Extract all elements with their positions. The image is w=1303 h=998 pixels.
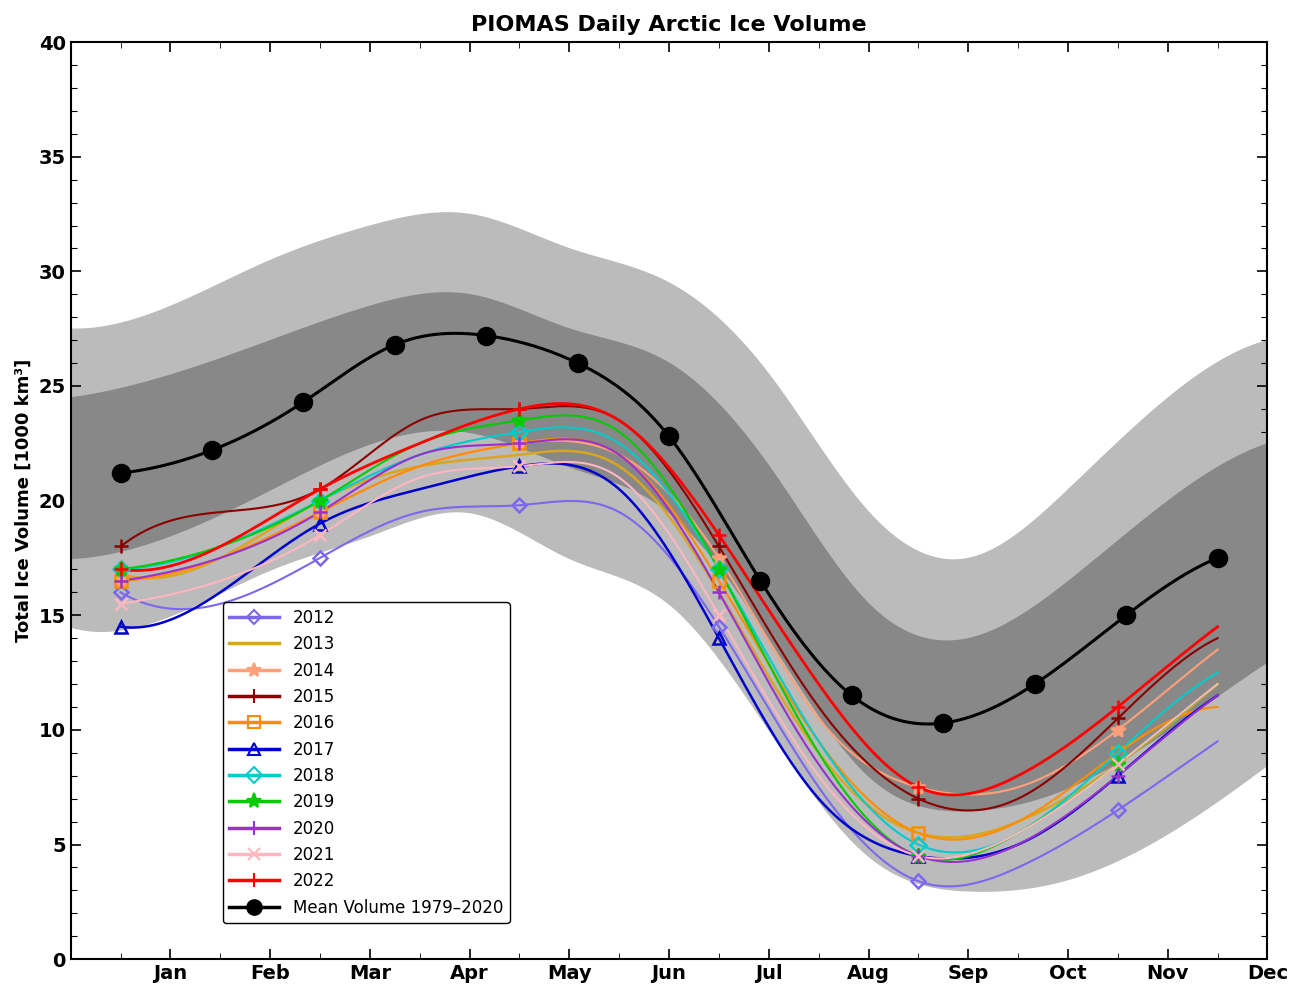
Legend: 2012, 2013, 2014, 2015, 2016, 2017, 2018, 2019, 2020, 2021, 2022, Mean Volume 19: 2012, 2013, 2014, 2015, 2016, 2017, 2018…: [223, 603, 509, 923]
Title: PIOMAS Daily Arctic Ice Volume: PIOMAS Daily Arctic Ice Volume: [472, 15, 866, 35]
Y-axis label: Total Ice Volume [1000 km³]: Total Ice Volume [1000 km³]: [16, 359, 33, 643]
